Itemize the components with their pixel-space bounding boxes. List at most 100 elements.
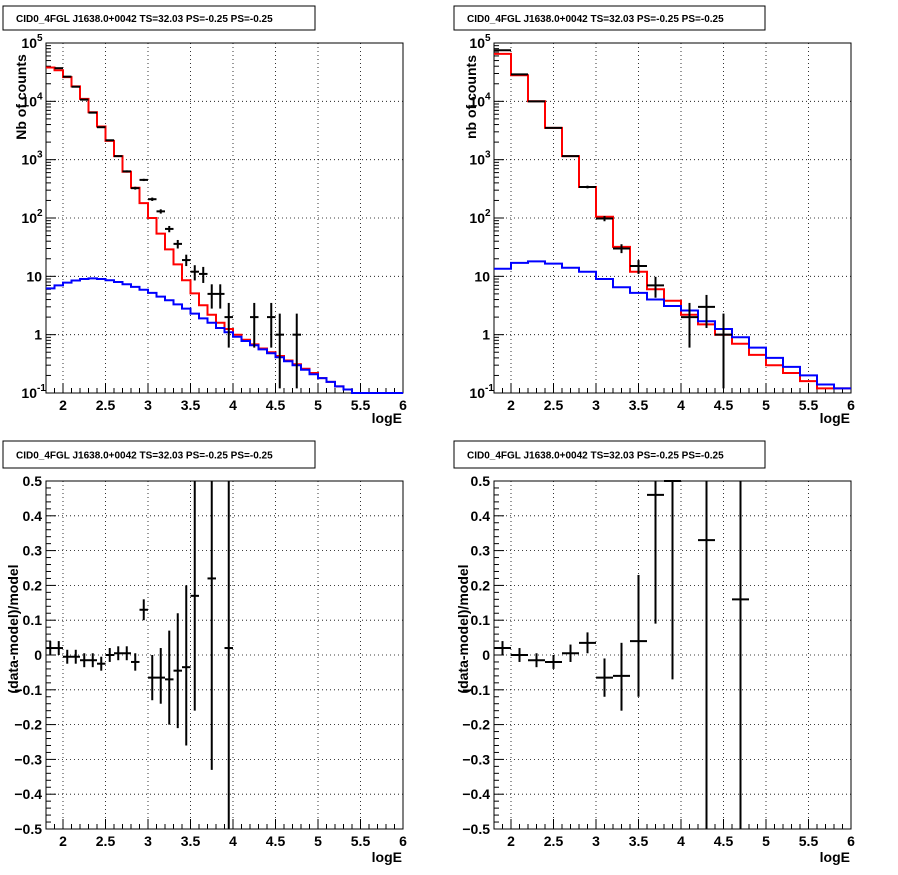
data-point: [579, 185, 596, 189]
y-tick-label: 10: [21, 210, 37, 226]
y-tick-label: 0.4: [23, 508, 43, 524]
data-point: [190, 481, 199, 711]
x-tick-label: 4: [677, 833, 685, 849]
y-tick-label: 10: [21, 35, 37, 51]
data-point: [647, 276, 664, 298]
x-tick-label: 2.5: [96, 397, 116, 413]
data-point: [545, 126, 562, 129]
data-point: [562, 155, 579, 158]
y-tick-label: 1: [482, 327, 490, 343]
data-point: [182, 254, 191, 267]
data-point: [156, 648, 165, 704]
data-point: [579, 632, 596, 654]
chart-title: CID0_4FGL J1638.0+0042 TS=32.03 PS=-0.25…: [467, 14, 724, 25]
x-tick-label: 4: [229, 397, 237, 413]
series-source-model: [494, 260, 851, 390]
data-point: [630, 574, 647, 697]
data-point: [528, 100, 545, 103]
data-point: [71, 649, 80, 664]
y-tick-label: 10: [469, 152, 485, 168]
y-tick-label: 10: [21, 385, 37, 401]
y-tick-label: 0.1: [471, 612, 491, 628]
data-point: [545, 655, 562, 669]
data-point: [207, 284, 216, 309]
x-axis-title: logE: [820, 849, 850, 865]
data-point: [156, 209, 165, 214]
y-axis-title: (data-model)/model: [5, 564, 21, 693]
x-tick-label: 4.5: [266, 397, 286, 413]
data-point: [148, 197, 157, 201]
x-tick-label: 3: [144, 397, 152, 413]
y-tick-label: 0.5: [23, 473, 43, 489]
data-point: [148, 655, 157, 701]
y-tick-label: −0.4: [462, 786, 490, 802]
y-tick-label: 0.3: [471, 543, 491, 559]
y-axis-title: nb of counts: [463, 55, 479, 139]
data-point: [681, 302, 698, 348]
x-tick-label: 2: [59, 833, 67, 849]
x-tick-label: 6: [399, 833, 407, 849]
y-tick-label: 10: [474, 268, 490, 284]
data-point: [105, 139, 114, 142]
title-box: [2, 5, 316, 31]
data-point: [114, 155, 123, 158]
x-axis-title: logE: [372, 410, 402, 426]
data-point: [139, 599, 148, 621]
x-tick-label: 4.5: [266, 833, 286, 849]
data-point: [88, 111, 97, 114]
data-point: [528, 653, 545, 668]
x-tick-label: 4: [677, 397, 685, 413]
data-point: [165, 225, 174, 233]
title-box: [453, 440, 766, 469]
data-point: [80, 653, 89, 668]
y-tick-label: 10: [21, 152, 37, 168]
x-tick-label: 4: [229, 833, 237, 849]
title-box: [453, 5, 766, 31]
series-source-model: [46, 277, 403, 394]
data-point: [494, 641, 511, 655]
y-tick-label: −0.5: [14, 821, 42, 837]
data-point: [97, 656, 106, 671]
data-point: [562, 644, 579, 662]
y-tick-exponent: -1: [485, 383, 494, 394]
y-tick-label: 0: [34, 647, 42, 663]
x-axis-title: logE: [372, 849, 402, 865]
y-tick-label: −0.2: [14, 717, 42, 733]
data-point: [165, 630, 174, 725]
plot-frame: [45, 480, 404, 830]
data-point: [190, 265, 199, 281]
data-point: [715, 313, 732, 389]
data-point: [207, 481, 216, 770]
x-tick-label: 4.5: [714, 833, 734, 849]
y-tick-label: 0.2: [471, 577, 491, 593]
y-tick-label: 0.1: [23, 612, 43, 628]
x-tick-label: 3.5: [181, 397, 201, 413]
data-point: [122, 646, 131, 661]
y-tick-label: 0.4: [471, 508, 491, 524]
x-tick-label: 3.5: [629, 397, 649, 413]
data-point: [732, 481, 749, 829]
x-tick-label: 5: [762, 833, 770, 849]
y-tick-label: −0.4: [14, 786, 42, 802]
data-point: [630, 260, 647, 274]
data-point: [216, 284, 225, 309]
data-point: [698, 481, 715, 829]
title-box: [2, 440, 316, 469]
y-axis-title: Nb of counts: [13, 54, 29, 140]
chart-title: CID0_4FGL J1638.0+0042 TS=32.03 PS=-0.25…: [16, 451, 273, 462]
data-point: [596, 216, 613, 222]
x-tick-label: 6: [847, 397, 855, 413]
data-point: [139, 178, 148, 182]
x-tick-label: 2.5: [544, 833, 564, 849]
data-point: [275, 313, 284, 389]
y-tick-label: −0.2: [462, 717, 490, 733]
data-point: [88, 653, 97, 668]
y-tick-exponent: 2: [485, 208, 491, 219]
data-point: [224, 302, 233, 348]
x-tick-label: 3.5: [629, 833, 649, 849]
x-axis-title: logE: [820, 410, 850, 426]
y-tick-label: −0.1: [14, 682, 42, 698]
y-tick-label: 1: [34, 327, 42, 343]
y-tick-exponent: 4: [485, 91, 491, 102]
